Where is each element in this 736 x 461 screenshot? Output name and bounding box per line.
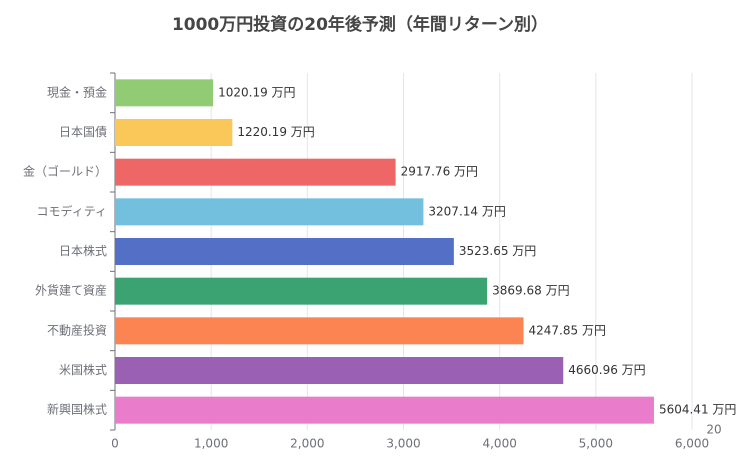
x-tick-label: 4,000 — [482, 437, 516, 451]
x-tick-label: 6,000 — [675, 437, 709, 451]
value-label: 4247.85 万円 — [529, 323, 606, 337]
y-tick-label: 不動産投資 — [47, 322, 107, 337]
x-tick-label: 3,000 — [386, 437, 420, 451]
y-tick-label: コモディティ — [37, 203, 107, 218]
bar — [115, 198, 424, 226]
y-tick-label: 現金・預金 — [47, 84, 107, 99]
y-tick-label: 金（ゴールド） — [23, 164, 107, 179]
bar — [115, 277, 488, 305]
annotation: 20 — [706, 423, 721, 437]
value-label: 1020.19 万円 — [218, 85, 295, 99]
bar — [115, 238, 454, 265]
value-label: 2917.76 万円 — [401, 165, 478, 179]
bar — [115, 396, 654, 424]
value-label: 3207.14 万円 — [428, 204, 505, 218]
y-tick-label: 米国株式 — [59, 362, 107, 377]
value-label: 3869.68 万円 — [492, 284, 569, 298]
bar — [115, 119, 233, 146]
value-label: 3523.65 万円 — [459, 244, 536, 258]
value-label: 1220.19 万円 — [237, 125, 314, 139]
y-tick-label: 外貨建て資産 — [35, 283, 107, 298]
x-tick-label: 0 — [111, 437, 119, 451]
bar — [115, 357, 564, 384]
chart-title: 1000万円投資の20年後予測（年間リターン別） — [172, 14, 548, 35]
y-tick-label: 日本国債 — [59, 124, 107, 139]
value-label: 4660.96 万円 — [568, 363, 645, 377]
x-tick-label: 1,000 — [194, 437, 228, 451]
bar — [115, 317, 524, 345]
value-label: 5604.41 万円 — [659, 403, 736, 417]
x-tick-label: 2,000 — [290, 437, 324, 451]
bar — [115, 79, 214, 107]
y-tick-label: 新興国株式 — [47, 402, 107, 417]
x-tick-label: 5,000 — [579, 437, 613, 451]
y-tick-label: 日本株式 — [59, 243, 107, 258]
bar — [115, 158, 396, 186]
